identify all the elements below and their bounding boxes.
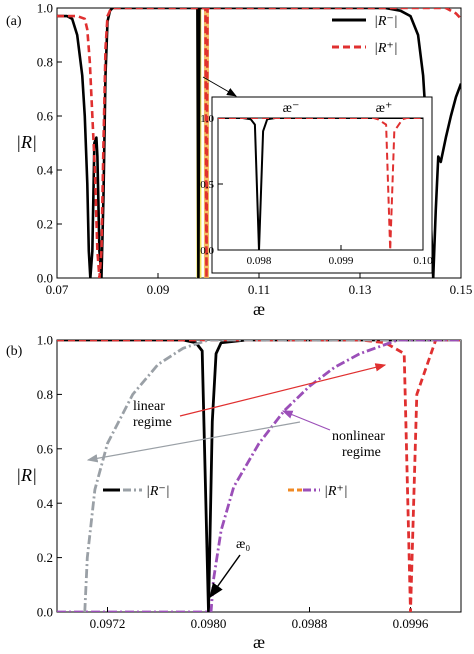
panel-b-series-line-1 — [57, 340, 461, 612]
panel-b-series-line-3 — [57, 340, 461, 612]
inset-annot-ae-plus: æ⁺ — [376, 101, 393, 116]
panel-a-xlabel: æ — [253, 299, 265, 319]
inset-box — [211, 96, 433, 274]
panel-b-ylabel: |R| — [16, 465, 37, 485]
panel-b-ytick-label-0: 0.0 — [37, 605, 53, 620]
inset-series-line-1 — [218, 118, 423, 250]
panel-a-ylabel: |R| — [16, 132, 37, 152]
annot-nonlinear-arrow-gray — [86, 421, 301, 463]
panel-b-frame — [56, 339, 462, 613]
panel-a-ticks: 0.07 0.09 0.11 0.13 0.15 0.0 0.2 0.4 0.6 0.8 1.0 — [37, 1, 473, 297]
legend-r-minus-label: |R⁻| — [374, 14, 398, 29]
legend-b-right-label: |R⁺| — [324, 484, 348, 499]
panel-b-series-line-0 — [57, 340, 461, 612]
panel-b-xtick-label-0: 0.0972 — [90, 616, 126, 631]
inset-ytick-label-0: 0.0 — [200, 245, 214, 257]
panel-a-ytick-label-1: 0.2 — [37, 217, 53, 232]
inset: 0.098 0.099 0.10 0.0 0.5 1.0 æ⁻ æ⁺ — [200, 96, 433, 274]
panel-b-ytick-label-2: 0.4 — [37, 496, 54, 511]
panel-a: 0.07 0.09 0.11 0.13 0.15 0.0 0.2 0.4 0.6 0.8 1.0 (… — [6, 1, 472, 319]
panel-a-ytick-label-2: 0.4 — [37, 163, 54, 178]
inset-annot-ae-minus: æ⁻ — [283, 101, 300, 116]
panel-b-series — [57, 340, 461, 612]
panel-a-label: (a) — [6, 14, 22, 29]
panel-a-xtick-label-2: 0.11 — [248, 282, 270, 297]
panel-b-ytick-label-4: 0.8 — [37, 387, 53, 402]
panel-b-ytick-label-5: 1.0 — [37, 333, 53, 348]
inset-ticks: 0.098 0.099 0.10 0.0 0.5 1.0 — [200, 113, 433, 267]
panel-b-ticks: 0.0972 0.0980 0.0988 0.0996 0.0 0.2 0.4 0.6 0.8 1… — [37, 333, 429, 631]
panel-b-label: (b) — [6, 344, 23, 359]
panel-b-ytick-label-3: 0.6 — [37, 441, 54, 456]
annot-nonlinear-line2: regime — [342, 445, 381, 460]
panel-a-ytick-label-4: 0.8 — [37, 55, 53, 70]
annot-ae0-arrow — [209, 554, 241, 599]
inset-pointer-arrow — [202, 76, 237, 97]
inset-ytick-label-1: 0.5 — [200, 179, 214, 191]
legend-r-plus-label: |R⁺| — [374, 41, 398, 56]
legend-b-left-label: |R⁻| — [146, 484, 170, 499]
annot-nonlinear-arrow-purple — [281, 410, 331, 431]
panel-a-xtick-label-4: 0.15 — [450, 282, 473, 297]
panel-b: 0.0972 0.0980 0.0988 0.0996 0.0 0.2 0.4 0.6 0.8 1… — [6, 333, 462, 652]
panel-b-legend-left: |R⁻| — [103, 484, 170, 499]
panel-a-xtick-label-0: 0.07 — [46, 282, 69, 297]
panel-a-xtick-label-1: 0.09 — [147, 282, 170, 297]
annot-linear-arrow — [179, 363, 387, 417]
panel-b-series-line-2 — [83, 340, 461, 612]
inset-xtick-label-2: 0.10 — [413, 255, 433, 267]
inset-series — [218, 118, 423, 250]
annot-linear-line2: regime — [133, 415, 172, 430]
inset-xtick-label-0: 0.098 — [247, 255, 272, 267]
panel-a-ytick-label-5: 1.0 — [37, 1, 53, 16]
inset-xtick-label-1: 0.099 — [329, 255, 354, 267]
panel-a-legend: |R⁻| |R⁺| — [332, 14, 398, 56]
panel-a-xtick-label-3: 0.13 — [349, 282, 372, 297]
panel-b-xtick-label-3: 0.0996 — [393, 616, 429, 631]
panel-b-ytick-label-1: 0.2 — [37, 550, 53, 565]
annot-nonlinear-line1: nonlinear — [332, 429, 385, 444]
panel-a-ytick-label-3: 0.6 — [37, 109, 54, 124]
annot-linear-line1: linear — [133, 399, 165, 414]
panel-a-ytick-label-0: 0.0 — [37, 271, 53, 286]
panel-b-xlabel: æ — [253, 632, 265, 652]
annot-ae0: æ₀ — [236, 537, 250, 552]
panel-b-xtick-label-1: 0.0980 — [191, 616, 227, 631]
panel-b-legend-right: |R⁺| — [288, 484, 348, 499]
panel-b-xtick-label-2: 0.0988 — [292, 616, 328, 631]
inset-ytick-label-2: 1.0 — [200, 113, 214, 125]
